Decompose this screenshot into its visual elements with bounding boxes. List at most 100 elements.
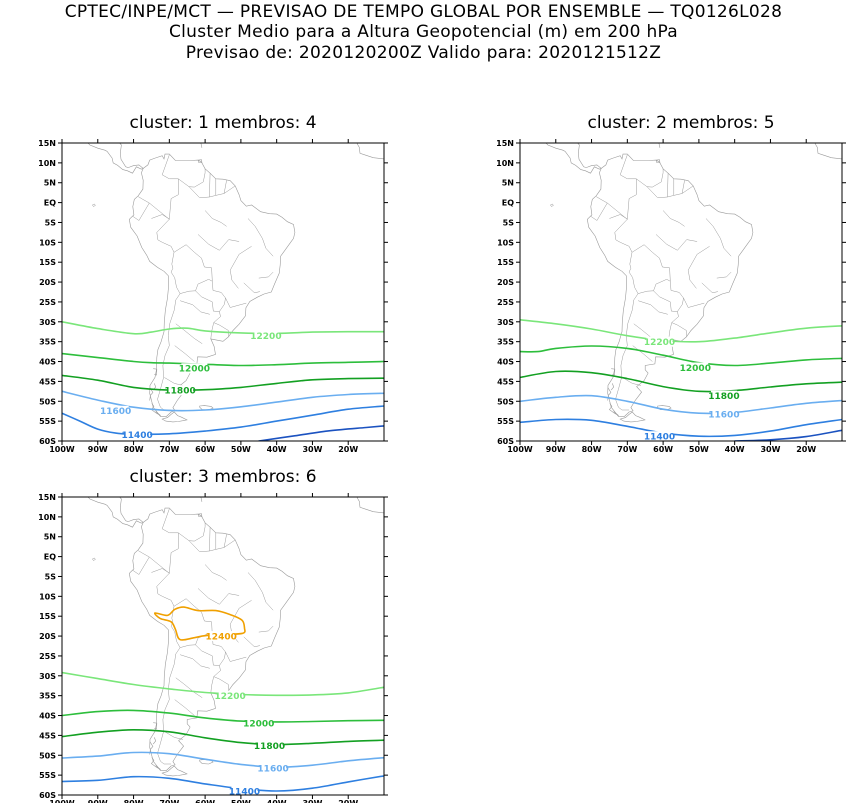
country-border — [164, 377, 183, 386]
lat-label: 45S — [39, 377, 56, 386]
south-america-coastline — [128, 153, 296, 417]
country-border — [631, 244, 671, 294]
contour-line-12000 — [62, 352, 384, 367]
central-america-coastline — [545, 143, 602, 174]
galapagos-islands — [92, 203, 96, 207]
country-border — [209, 527, 211, 552]
country-border — [662, 210, 685, 227]
country-border — [164, 731, 183, 740]
forecast-dates: Previsao de: 2020120200Z Valido para: 20… — [185, 43, 662, 63]
lat-label: 15S — [39, 612, 56, 621]
country-border — [180, 300, 210, 315]
lon-label: 60W — [195, 445, 215, 454]
contour-label-11600: 11600 — [708, 410, 739, 420]
contour-label-12400: 12400 — [206, 632, 237, 642]
lat-label: 40S — [497, 358, 514, 367]
contour-line-12000 — [62, 709, 384, 723]
country-border — [653, 281, 684, 312]
contour-line-12200 — [520, 319, 842, 343]
contour-lines: 12400 12200 12000 11800 11600 11400 — [62, 606, 384, 795]
country-border — [188, 185, 236, 199]
country-border — [195, 635, 226, 666]
panel-3-map: 12400 12200 12000 11800 11600 11400 15N 10N 5N EQ… — [38, 493, 388, 803]
caribbean-island — [200, 143, 203, 148]
country-border — [681, 180, 685, 194]
lat-label: 60S — [497, 437, 514, 446]
country-border — [716, 271, 732, 279]
lon-label: 70W — [159, 799, 179, 803]
galapagos-islands — [92, 557, 96, 561]
panel-3-title: cluster: 3 membros: 6 — [129, 467, 317, 487]
country-border — [157, 271, 181, 411]
contour-label-12000: 12000 — [680, 364, 711, 374]
lat-label: 35S — [39, 338, 56, 347]
contour-label-12000: 12000 — [179, 365, 210, 375]
contour-label-bg — [260, 763, 287, 774]
map-frame — [61, 142, 385, 442]
contour-label-12200: 12200 — [644, 338, 675, 348]
africa-coastline — [814, 143, 842, 160]
country-border — [213, 665, 229, 691]
tierra-del-fuego — [161, 765, 188, 777]
panel-2-map: 12200 12000 11800 11600 11400 15N 10N 5N EQ 5S 10S… — [496, 139, 846, 454]
country-border — [138, 550, 170, 574]
tierra-del-fuego — [161, 411, 188, 423]
caribbean-island — [198, 159, 203, 163]
lat-label: 25S — [39, 298, 56, 307]
country-border — [204, 564, 227, 581]
country-border — [178, 522, 206, 542]
lon-label: 20W — [338, 445, 358, 454]
country-border — [615, 271, 639, 411]
country-border — [243, 282, 260, 294]
lat-label: 15N — [496, 139, 514, 148]
lon-label: 100W — [507, 445, 533, 454]
contour-label-12200: 12200 — [214, 692, 245, 702]
lat-label: 30S — [497, 318, 514, 327]
central-america-coastline — [87, 143, 144, 174]
lon-label: 80W — [124, 445, 144, 454]
country-border — [180, 654, 210, 669]
contour-label-bg — [181, 363, 208, 374]
country-border — [638, 300, 668, 315]
contour-line-11800 — [62, 729, 384, 746]
lat-label: 15N — [38, 139, 56, 148]
lat-label: 25S — [39, 652, 56, 661]
lat-label: 20S — [39, 632, 56, 641]
country-border — [204, 210, 227, 227]
lat-label: 55S — [497, 417, 514, 426]
contour-label-bg — [208, 631, 235, 642]
contour-line-11800 — [62, 374, 384, 392]
lon-label: 50W — [231, 799, 251, 803]
contour-label-11800: 11800 — [708, 392, 739, 402]
lat-label: 10S — [497, 238, 514, 247]
country-border — [175, 323, 203, 344]
lon-label: 20W — [796, 445, 816, 454]
panel-1-map: 12200 12000 11800 11600 11400 15N 10N 5N EQ 5S 10S… — [38, 139, 388, 454]
lon-label: 50W — [231, 445, 251, 454]
contour-label-12200: 12200 — [250, 332, 281, 342]
map-geography — [87, 143, 384, 423]
contour-label-12000: 12000 — [243, 719, 274, 729]
lat-label: 25S — [497, 298, 514, 307]
lat-label: 10N — [38, 159, 56, 168]
lat-label: 35S — [39, 692, 56, 701]
chile-island — [153, 368, 158, 376]
lat-label: 60S — [39, 791, 56, 800]
country-border — [225, 297, 247, 308]
country-border — [243, 636, 260, 648]
chile-island — [150, 757, 161, 770]
contour-label-bg — [256, 740, 283, 751]
central-america-coastline — [87, 497, 144, 528]
contour-label-bg — [682, 362, 709, 373]
lat-label: 50S — [39, 751, 56, 760]
country-border — [596, 196, 628, 220]
country-border — [646, 185, 694, 199]
country-border — [197, 234, 240, 251]
country-border — [195, 281, 226, 312]
country-border — [210, 676, 214, 693]
lon-label: 80W — [582, 445, 602, 454]
country-border — [636, 168, 664, 188]
lat-label: 5S — [45, 572, 57, 581]
contour-line-11600 — [62, 390, 384, 412]
lon-label: 20W — [338, 799, 358, 803]
